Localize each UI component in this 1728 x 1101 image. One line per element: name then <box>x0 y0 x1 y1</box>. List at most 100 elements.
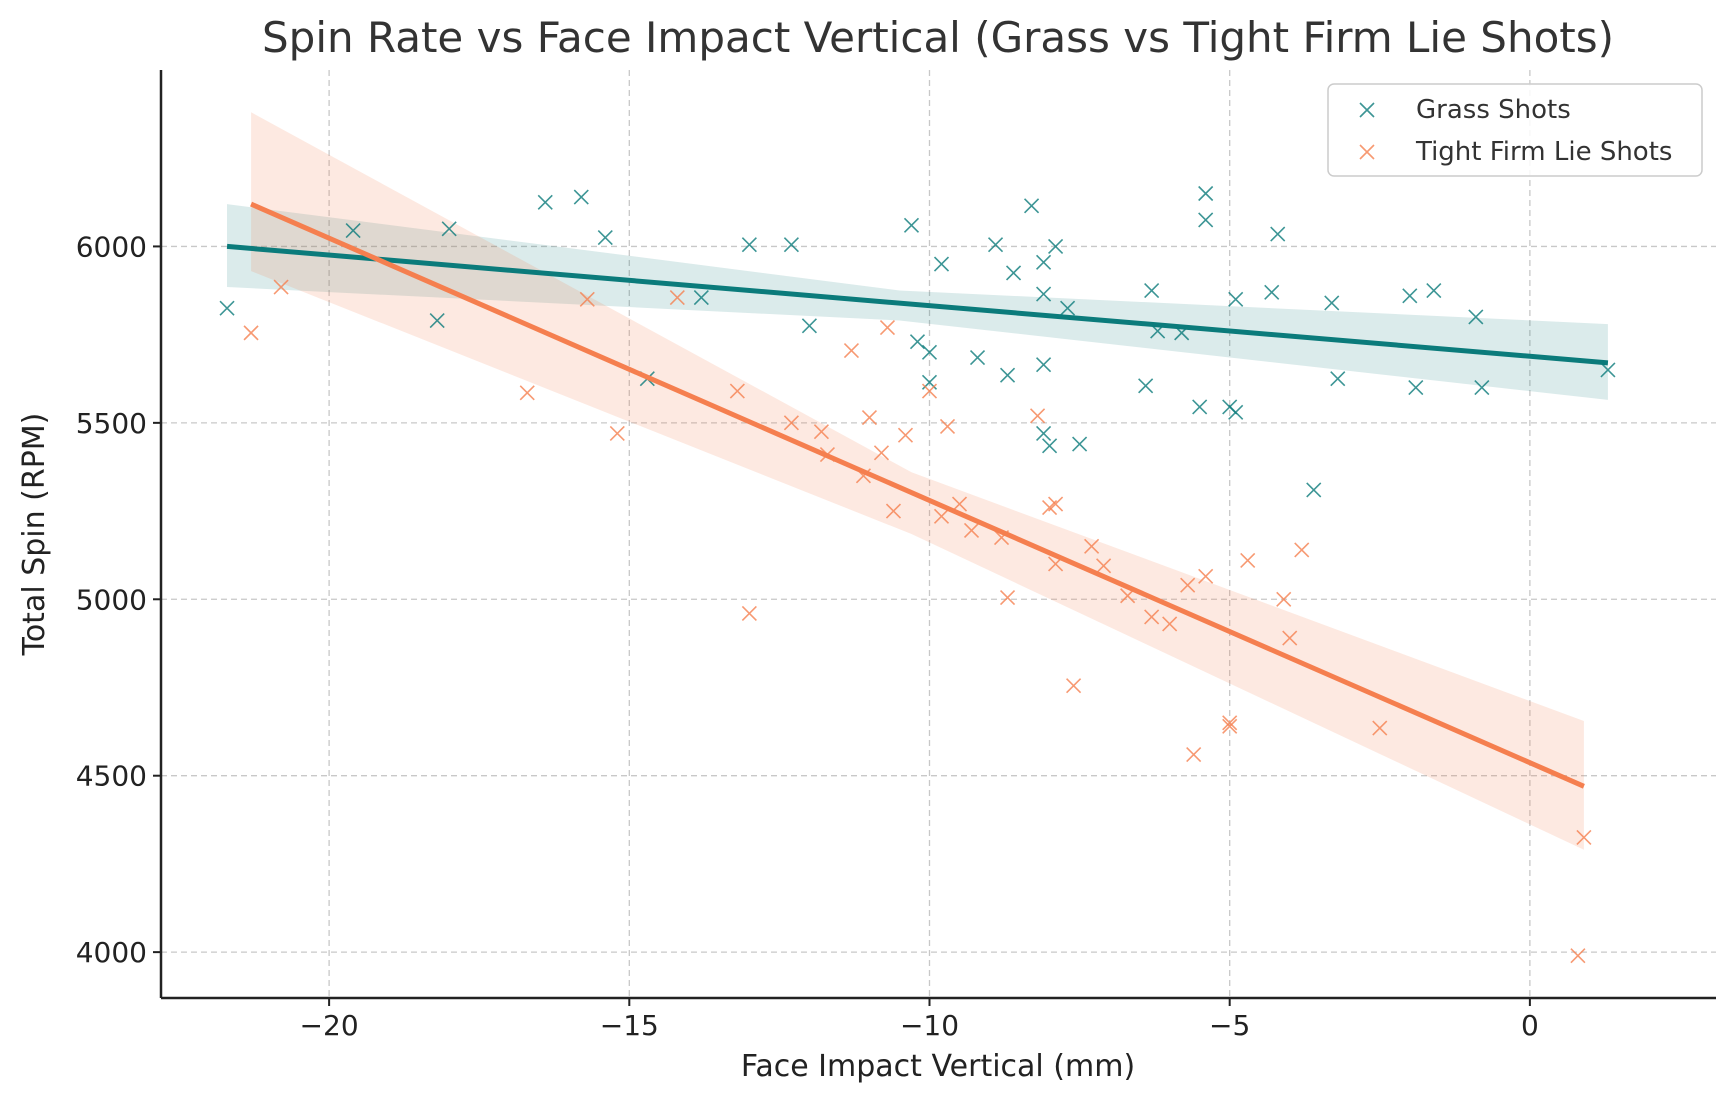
x-tick-label: −15 <box>600 1009 659 1042</box>
data-points <box>219 185 1616 964</box>
data-point-tight-firm-lie <box>1240 552 1256 569</box>
axes <box>159 70 1716 1000</box>
legend-marker-tight-firm-lie <box>1359 144 1375 160</box>
data-point-grass <box>1138 378 1154 394</box>
chart-title: Spin Rate vs Face Impact Vertical (Grass… <box>262 13 1614 62</box>
data-point-grass <box>573 189 589 205</box>
legend-x-icon-tight-firm-lie <box>1359 144 1375 160</box>
data-point-tight-firm-lie <box>963 522 980 539</box>
data-point-grass <box>1270 226 1286 242</box>
data-point-grass <box>441 221 457 237</box>
data-point-grass <box>1036 254 1052 270</box>
data-point-grass <box>537 194 553 210</box>
regression-lines <box>226 201 1609 789</box>
data-point-grass <box>345 222 361 239</box>
data-point-grass <box>783 237 799 253</box>
data-point-tight-firm-lie <box>669 290 685 306</box>
data-point-tight-firm-lie <box>1048 496 1064 512</box>
data-point-tight-firm-lie <box>921 383 938 399</box>
data-point-tight-firm-lie <box>1276 591 1292 607</box>
data-point-tight-firm-lie <box>1576 829 1592 846</box>
data-point-grass <box>987 237 1004 253</box>
data-point-tight-firm-lie <box>1282 630 1298 646</box>
data-point-grass <box>909 334 926 350</box>
data-point-grass <box>1426 282 1442 299</box>
data-point-grass <box>1228 404 1244 420</box>
y-tick-label: 4000 <box>76 936 147 969</box>
data-point-tight-firm-lie <box>1198 568 1214 584</box>
data-point-tight-firm-lie <box>783 415 799 431</box>
data-point-grass <box>693 290 709 306</box>
data-point-tight-firm-lie <box>1294 542 1310 558</box>
data-point-tight-firm-lie <box>741 605 757 621</box>
data-point-tight-firm-lie <box>897 427 914 443</box>
data-point-tight-firm-lie <box>999 589 1016 606</box>
data-point-grass <box>1324 295 1340 311</box>
data-point-tight-firm-lie <box>1372 720 1388 736</box>
legend-box <box>1327 83 1703 177</box>
data-point-tight-firm-lie <box>273 279 289 295</box>
data-point-tight-firm-lie <box>609 425 625 442</box>
data-point-tight-firm-lie <box>1186 746 1202 763</box>
x-tick-label: 0 <box>1521 1009 1539 1042</box>
legend-x-icon-grass <box>1359 102 1375 118</box>
data-point-tight-firm-lie <box>813 424 829 440</box>
y-tick-label: 6000 <box>76 230 147 263</box>
regression-line-tight-firm-lie <box>250 201 1585 789</box>
data-point-tight-firm-lie <box>1180 577 1196 593</box>
grid <box>161 70 1716 998</box>
data-point-tight-firm-lie <box>243 325 259 341</box>
data-point-grass <box>1198 185 1214 202</box>
data-point-grass <box>1072 436 1088 452</box>
y-tick-label: 5500 <box>76 407 147 440</box>
data-point-grass <box>1060 300 1076 316</box>
data-point-tight-firm-lie <box>1029 408 1046 424</box>
data-point-tight-firm-lie <box>1570 948 1586 964</box>
ticks: −20 −15 −10 −5 0 4000 4500 5000 5500 6000 <box>76 230 1539 1042</box>
data-point-tight-firm-lie <box>885 503 902 519</box>
data-point-tight-firm-lie <box>729 383 745 399</box>
legend-marker-grass <box>1359 102 1375 118</box>
data-point-tight-firm-lie <box>861 409 878 426</box>
data-point-tight-firm-lie <box>519 385 535 401</box>
data-point-tight-firm-lie <box>1084 538 1100 554</box>
data-point-grass <box>1402 288 1418 304</box>
data-point-grass <box>1192 399 1208 415</box>
data-point-grass <box>1144 282 1160 299</box>
x-axis-title: Face Impact Vertical (mm) <box>741 1049 1135 1084</box>
data-point-grass <box>1264 284 1280 300</box>
x-tick-label: −20 <box>300 1009 359 1042</box>
data-point-tight-firm-lie <box>1222 715 1238 731</box>
data-point-tight-firm-lie <box>1162 616 1178 632</box>
data-point-tight-firm-lie <box>1222 718 1238 734</box>
x-tick-label: −5 <box>1209 1009 1250 1042</box>
y-tick-label: 4500 <box>76 760 147 793</box>
y-tick-label: 5000 <box>76 583 147 616</box>
data-point-tight-firm-lie <box>933 508 950 524</box>
data-point-grass <box>1474 380 1490 396</box>
data-point-grass <box>1198 212 1214 228</box>
legend-label-tight-firm-lie: Tight Firm Lie Shots <box>1415 137 1672 167</box>
data-point-grass <box>1023 198 1040 214</box>
data-point-grass <box>1042 438 1058 454</box>
data-point-grass <box>921 344 938 360</box>
data-point-tight-firm-lie <box>879 320 896 336</box>
confidence-band-grass <box>227 204 1608 400</box>
data-point-tight-firm-lie <box>579 291 595 307</box>
data-point-tight-firm-lie <box>939 418 956 434</box>
data-point-grass <box>597 230 613 246</box>
regression-line-grass <box>226 243 1609 366</box>
data-point-grass <box>429 312 445 329</box>
data-point-grass <box>1468 309 1484 325</box>
data-point-grass <box>1048 238 1064 254</box>
data-point-tight-firm-lie <box>1144 609 1160 625</box>
data-point-tight-firm-lie <box>951 496 968 512</box>
data-point-grass <box>1600 362 1616 378</box>
legend: Grass Shots Tight Firm Lie Shots <box>1327 83 1703 177</box>
data-point-grass <box>1036 357 1052 373</box>
data-point-grass <box>1330 371 1346 387</box>
legend-label-grass: Grass Shots <box>1416 95 1571 125</box>
data-point-grass <box>1036 286 1052 302</box>
data-point-grass <box>1036 425 1052 442</box>
